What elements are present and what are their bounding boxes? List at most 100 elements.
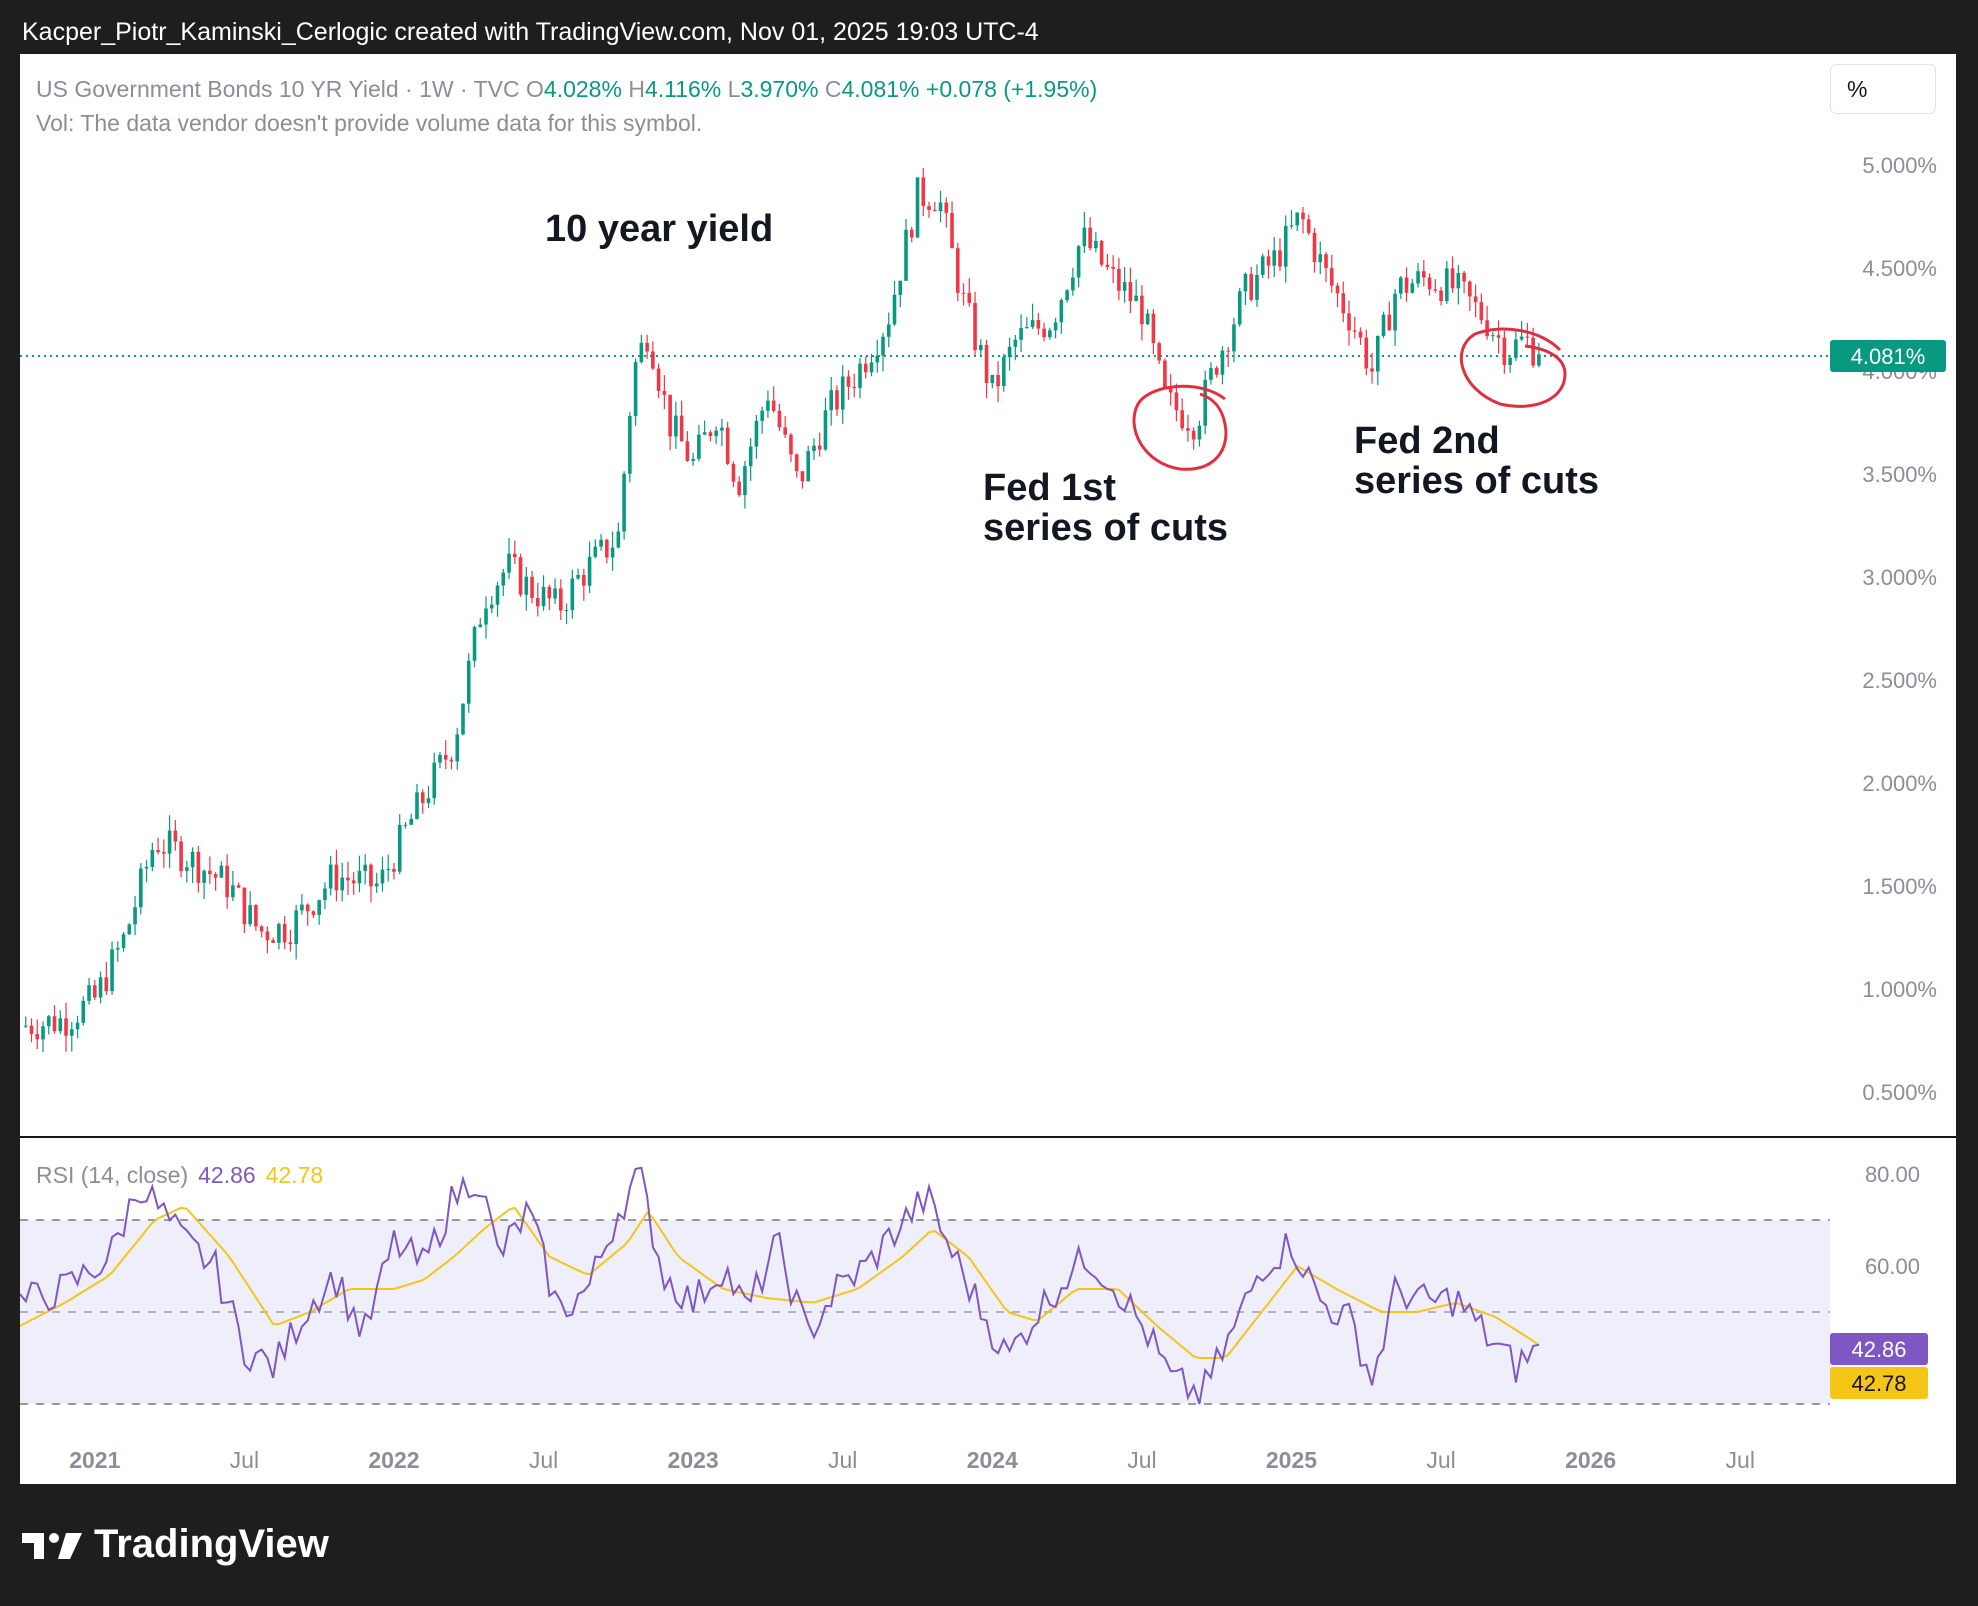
candle-body [236,885,241,888]
rsi-legend-ma: 42.78 [265,1162,324,1188]
candle-body [346,877,350,881]
candle-body [29,1025,34,1034]
candle-body [1375,335,1380,372]
candle-body [783,427,787,435]
tradingview-brand: TradingView [22,1522,329,1567]
candle-body [98,977,103,998]
candle-body [697,434,701,459]
last-price-label: 4.081% [1851,344,1926,369]
rsi-ma-line [20,1206,1540,1359]
candle-body [1416,271,1420,284]
candle-body [1525,336,1530,338]
candle-body [1002,357,1006,387]
candle-body [1036,320,1041,329]
annotation-10-year-yield: 10 year yield [545,208,773,250]
candle-body [599,539,603,547]
candle-body [1174,392,1179,411]
rsi-ma-badge [1830,1367,1928,1399]
candle-body [823,410,828,450]
candle-body [766,400,770,411]
candle-body [564,609,569,611]
candle-body [23,1025,28,1027]
x-tick-label: Jul [529,1447,558,1473]
candle-body [162,852,166,854]
candle-body [1502,337,1507,365]
rsi-legend-label: RSI (14, close) [36,1162,189,1188]
legend-high-label: H [628,76,645,102]
price-scale-unit-button[interactable]: % [1830,64,1936,114]
candle-body [242,887,247,925]
y-axis-ticks: 5.000%4.500%4.000%3.500%3.000%2.500%2.00… [1862,153,1937,1279]
legend-change: +0.078 (+1.95%) [925,76,1098,102]
candle-body [996,374,1000,387]
x-tick-label: Jul [230,1447,259,1473]
annotation-circle-first-cuts [1132,384,1228,471]
candle-body [1082,227,1087,247]
x-tick-label: 2026 [1565,1447,1616,1473]
rsi-y-tick-label: 80.00 [1865,1162,1920,1187]
volume-note: Vol: The data vendor doesn't provide vol… [36,110,703,136]
candle-body [443,754,448,760]
candle-body [1266,256,1271,266]
candle-body [1065,290,1069,301]
candle-body [1347,313,1351,331]
candle-body [277,924,281,943]
candle-body [1145,313,1150,325]
x-tick-label: Jul [1127,1447,1156,1473]
rsi-line [20,1166,1540,1405]
candle-body [1094,240,1098,249]
candle-body [921,177,926,207]
legend-high: 4.116% [644,76,722,102]
candle-body [1042,328,1046,338]
x-tick-label: Jul [1426,1447,1455,1473]
candle-body [219,865,224,878]
candles [23,168,1541,1053]
candle-body [1007,346,1012,358]
candle-body [1439,290,1443,302]
candle-body [1352,330,1357,332]
candle-body [1111,266,1115,269]
candle-body [1191,430,1196,440]
candle-body [628,416,632,474]
candle-body [1364,337,1369,369]
candle-body [1508,357,1512,365]
candle-body [282,924,287,943]
candle-body [1329,268,1334,286]
candle-body [185,867,189,872]
candle-body [1318,254,1323,263]
candle-body [133,907,137,925]
candle-body [570,578,575,610]
candle-body [1163,360,1167,388]
candle-body [52,1016,57,1032]
candle-body [909,229,914,238]
candle-body [374,883,379,887]
candle-body [1168,387,1173,393]
y-tick-label: 5.000% [1862,153,1937,178]
price-chart-svg[interactable]: 5.000%4.500%4.000%3.500%3.000%2.500%2.00… [20,54,1956,1484]
x-tick-label: 2023 [668,1447,719,1473]
legend-low: 3.970% [740,76,819,102]
candle-body [944,202,949,213]
candle-body [852,386,857,388]
x-tick-label: 2022 [368,1447,419,1473]
annotation-fed-2nd: Fed 2nd [1354,420,1500,462]
candle-body [1473,296,1478,303]
candle-body [357,870,362,884]
annotation-fed-1st: Fed 1st [983,467,1116,509]
rsi-value-label: 42.86 [1851,1337,1906,1362]
candle-body [1226,350,1231,352]
candle-body [1048,330,1052,338]
y-tick-label: 1.500% [1862,874,1937,899]
candle-body [662,390,667,395]
candle-body [69,1029,74,1036]
candle-body [1255,274,1259,300]
annotation-series-of-cuts-1: series of cuts [983,507,1228,549]
candle-body [305,904,310,912]
candle-body [800,471,805,482]
candle-body [1243,273,1248,292]
candle-body [1324,254,1328,269]
candle-body [990,374,995,384]
candle-body [472,627,477,661]
candle-body [950,212,954,249]
candle-body [639,342,644,363]
